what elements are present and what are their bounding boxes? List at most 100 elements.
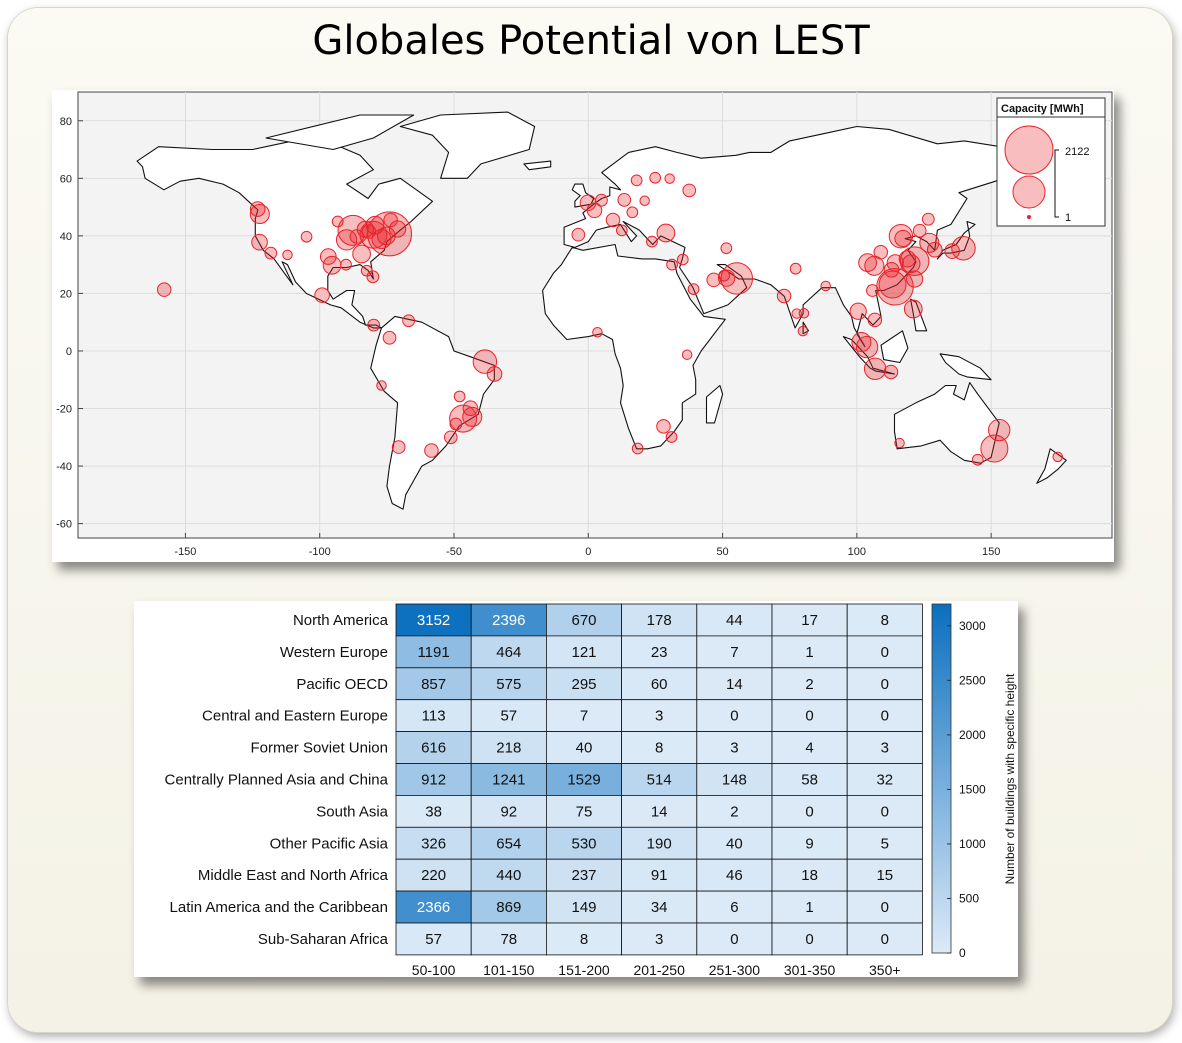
heatmap-cell [771, 699, 848, 732]
capacity-bubble [849, 302, 867, 320]
landmass-madagascar [705, 384, 724, 424]
heatmap-cell-value: 237 [571, 867, 596, 884]
heatmap-cell-value: 148 [722, 771, 747, 788]
legend-bubble-mid [1012, 175, 1046, 209]
heatmap-cell [621, 890, 698, 924]
landmass-borneo [880, 330, 909, 364]
heatmap-cell-value: 190 [647, 835, 672, 852]
capacity-bubble [319, 248, 337, 265]
capacity-bubble [617, 193, 632, 207]
heatmap-cell-value: 616 [421, 740, 446, 757]
heatmap-cell [621, 731, 698, 764]
heatmap-cell [696, 763, 773, 796]
x-tick-label: 0 [585, 546, 591, 558]
capacity-bubble [665, 431, 678, 443]
heatmap-cell [395, 763, 472, 796]
capacity-bubble [251, 233, 268, 251]
heatmap-cell [771, 731, 848, 764]
heatmap-cell-value: 3 [881, 740, 889, 757]
heatmap-row-label: Former Soviet Union [250, 740, 388, 757]
heatmap-cell-value: 0 [730, 708, 738, 725]
heatmap-cell-value: 18 [801, 867, 818, 884]
heatmap-cell-value: 2366 [417, 899, 450, 916]
heatmap-cell [846, 699, 923, 732]
heatmap-cell-value: 0 [881, 899, 889, 916]
heatmap-cell-value: 14 [726, 676, 743, 693]
heatmap-cell-value: 326 [421, 835, 446, 852]
heatmap-cell [545, 890, 622, 924]
landmass-new-zealand [1036, 448, 1067, 484]
landmass-australia [893, 382, 1000, 464]
heatmap-cell [696, 826, 773, 860]
capacity-bubble [340, 258, 352, 271]
capacity-bubble [681, 349, 693, 360]
heatmap-cell-value: 869 [496, 899, 521, 916]
x-tick-label: 150 [982, 546, 1000, 558]
capacity-bubble [687, 283, 700, 295]
heatmap-cell-value: 1 [805, 899, 813, 916]
landmass-greenland [399, 111, 536, 179]
x-tick-label: -50 [446, 546, 462, 558]
heatmap-cell [771, 890, 848, 924]
capacity-bubble [361, 224, 377, 239]
heatmap-cell-value: 8 [881, 612, 889, 629]
capacity-bubble [919, 232, 940, 253]
heatmap-cell-value: 5 [881, 835, 889, 852]
capacity-bubble [424, 443, 439, 458]
heatmap-cell-value: 4 [805, 740, 813, 757]
capacity-legend-title: Capacity [MWh] [1001, 103, 1084, 115]
heatmap-cell-value: 38 [425, 803, 442, 820]
heatmap-cell-value: 1191 [417, 644, 449, 661]
heatmap-cell-value: 40 [726, 835, 743, 852]
heatmap-cell [470, 858, 547, 892]
world-map-chart: -150 -100 -50 0 50 100 150 80 60 40 20 0 -20 -40 -60 C… [56, 91, 1113, 558]
heatmap-cell-value: 440 [496, 867, 521, 884]
capacity-bubble [367, 318, 381, 332]
heatmap-cell-value: 32 [876, 771, 893, 788]
capacity-bubble [156, 282, 172, 297]
heatmap-cell [470, 890, 547, 924]
y-tick-label: -60 [56, 519, 72, 531]
heatmap-cell [696, 794, 773, 828]
heatmap-row-label: Latin America and the Caribbean [170, 899, 388, 916]
capacity-bubble [971, 453, 984, 466]
landmass-new-guinea [939, 353, 992, 381]
capacity-bubble [888, 223, 914, 249]
heatmap-cell-value: 2396 [492, 612, 525, 629]
colorbar-tick-label: 0 [959, 946, 966, 960]
heatmap-cell [621, 699, 698, 732]
heatmap-cell-value: 1241 [492, 771, 525, 788]
legend-bubble-min [1027, 215, 1031, 219]
capacity-bubble [682, 183, 697, 198]
capacity-bubble [352, 244, 371, 264]
heatmap-cell-value: 60 [651, 676, 668, 693]
capacity-bubble [605, 212, 621, 228]
capacity-bubble [666, 258, 678, 271]
legend-max-label: 2122 [1065, 146, 1089, 158]
heatmap-cell [621, 635, 698, 669]
heatmap-cell [771, 826, 848, 860]
capacity-bubble [899, 246, 930, 276]
heatmap-cell-value: 3 [655, 931, 663, 948]
landmass-eurasia [563, 125, 1073, 348]
capacity-bubble [615, 224, 628, 237]
heatmap-cell [395, 890, 472, 924]
capacity-bubble [858, 253, 877, 272]
heatmap-cell [771, 603, 848, 637]
heatmap-row-label: Middle East and North Africa [198, 867, 389, 884]
colorbar-tick-label: 500 [959, 891, 979, 905]
heatmap-cell [470, 667, 547, 701]
capacity-bubble [720, 242, 733, 255]
heatmap-row-label: Pacific OECD [296, 676, 388, 693]
capacity-bubble [592, 327, 603, 338]
heatmap-cell [696, 922, 773, 956]
capacity-bubble [443, 430, 458, 445]
capacity-bubble [988, 418, 1011, 442]
heatmap-cell-value: 75 [576, 803, 593, 820]
capacity-bubble [282, 249, 293, 261]
heatmap-row-label: Western Europe [280, 644, 388, 661]
heatmap-cell-value: 857 [421, 676, 446, 693]
y-tick-label: 60 [60, 173, 72, 185]
landmass-south-america [370, 315, 495, 510]
heatmap-cell-value: 3 [655, 708, 663, 725]
